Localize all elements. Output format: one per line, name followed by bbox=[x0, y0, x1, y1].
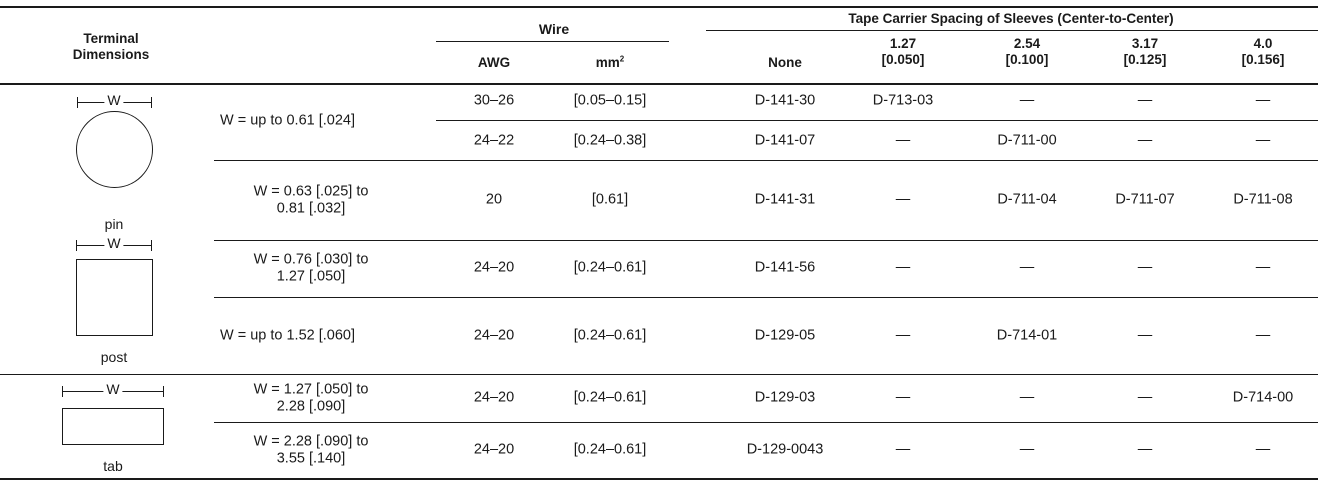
row2-rule bbox=[214, 160, 1318, 161]
row7-awg: 24–20 bbox=[473, 441, 515, 458]
row2-sleeve-3-17: — bbox=[1137, 132, 1153, 149]
tape-group-rule bbox=[706, 30, 1318, 31]
row2-sleeve-2-54: D-711-00 bbox=[997, 132, 1057, 149]
header-wire: Wire bbox=[538, 21, 570, 37]
row3-dimension: W = 0.63 [.025] to 0.81 [.032] bbox=[253, 183, 369, 216]
row3-sleeve-3-17: D-711-07 bbox=[1115, 191, 1175, 208]
row3-sleeve-1-27: — bbox=[895, 191, 911, 208]
row6-sleeve-4-0: D-714-00 bbox=[1232, 389, 1294, 406]
row4-sleeve-none: D-141-56 bbox=[754, 259, 816, 276]
header-terminal-dimensions: Terminal Dimensions bbox=[72, 31, 150, 62]
wire-group-rule bbox=[436, 41, 669, 42]
row7-sleeve-1-27: — bbox=[895, 441, 911, 458]
row4-mm: [0.24–0.61] bbox=[573, 259, 647, 276]
row4-sleeve-3-17: — bbox=[1137, 259, 1153, 276]
tab-label: tab bbox=[103, 458, 123, 474]
row3-awg: 20 bbox=[485, 191, 503, 208]
row3-rule bbox=[214, 240, 1318, 241]
row5-sleeve-4-0: — bbox=[1255, 327, 1271, 344]
row4-sleeve-4-0: — bbox=[1255, 259, 1271, 276]
row2-mm: [0.24–0.38] bbox=[573, 132, 647, 149]
row6-rule bbox=[214, 422, 1318, 423]
row2-sleeve-4-0: — bbox=[1255, 132, 1271, 149]
row7-mm: [0.24–0.61] bbox=[573, 441, 647, 458]
row4-dimension: W = 0.76 [.030] to 1.27 [.050] bbox=[253, 251, 369, 284]
row7-sleeve-4-0: — bbox=[1255, 441, 1271, 458]
row5-mm: [0.24–0.61] bbox=[573, 327, 647, 344]
header-rule bbox=[0, 83, 1318, 85]
row1-sleeve-4-0: — bbox=[1255, 92, 1271, 109]
row6-sleeve-3-17: — bbox=[1137, 389, 1153, 406]
row6-mm: [0.24–0.61] bbox=[573, 389, 647, 406]
row1-awg: 30–26 bbox=[473, 92, 515, 109]
row5-sleeve-1-27: — bbox=[895, 327, 911, 344]
pin-label: pin bbox=[104, 216, 124, 232]
header-spacing-2-54: 2.54 [0.100] bbox=[1005, 36, 1049, 67]
row5-sleeve-2-54: D-714-01 bbox=[996, 327, 1058, 344]
header-spacing-none: None bbox=[768, 55, 802, 70]
pin-width-dimension: W bbox=[77, 92, 152, 109]
row6-dimension: W = 1.27 [.050] to 2.28 [.090] bbox=[253, 381, 369, 414]
header-spacing-4-0: 4.0 [0.156] bbox=[1241, 36, 1285, 67]
row5-dimension: W = up to 1.52 [.060] bbox=[220, 327, 356, 344]
row5-awg: 24–20 bbox=[473, 327, 515, 344]
row3-sleeve-2-54: D-711-04 bbox=[997, 191, 1057, 208]
header-spacing-1-27: 1.27 [0.050] bbox=[881, 36, 925, 67]
row2-awg: 24–22 bbox=[473, 132, 515, 149]
row6-awg: 24–20 bbox=[473, 389, 515, 406]
row6-sleeve-1-27: — bbox=[895, 389, 911, 406]
top-rule bbox=[0, 6, 1318, 8]
row5-sleeve-none: D-129-05 bbox=[754, 327, 816, 344]
row7-sleeve-none: D-129-0043 bbox=[746, 441, 824, 458]
row4-awg: 24–20 bbox=[473, 259, 515, 276]
row2-sleeve-none: D-141-07 bbox=[754, 132, 816, 149]
post-width-dimension: W bbox=[76, 235, 152, 252]
tab-width-dimension: W bbox=[62, 381, 164, 398]
row6-sleeve-none: D-129-03 bbox=[754, 389, 816, 406]
row1-sleeve-3-17: — bbox=[1137, 92, 1153, 109]
row1-sleeve-none: D-141-30 bbox=[754, 92, 816, 109]
post-terminal-shape bbox=[76, 259, 153, 336]
row7-dimension: W = 2.28 [.090] to 3.55 [.140] bbox=[253, 433, 369, 466]
post-tab-rule bbox=[0, 374, 1318, 375]
row1-mm: [0.05–0.15] bbox=[573, 92, 647, 109]
row7-sleeve-2-54: — bbox=[1019, 441, 1035, 458]
header-spacing-3-17: 3.17 [0.125] bbox=[1123, 36, 1167, 67]
row2-sleeve-1-27: — bbox=[895, 132, 911, 149]
row4-sleeve-1-27: — bbox=[895, 259, 911, 276]
row6-sleeve-2-54: — bbox=[1019, 389, 1035, 406]
tab-terminal-shape bbox=[62, 408, 164, 445]
row1-dimension: W = up to 0.61 [.024] bbox=[220, 112, 356, 129]
post-label: post bbox=[100, 349, 128, 365]
header-tape-carrier-spacing: Tape Carrier Spacing of Sleeves (Center-… bbox=[848, 11, 1174, 26]
row7-sleeve-3-17: — bbox=[1137, 441, 1153, 458]
row1-sleeve-1-27: D-713-03 bbox=[872, 92, 934, 109]
row4-sleeve-2-54: — bbox=[1019, 259, 1035, 276]
row4-rule bbox=[214, 297, 1318, 298]
bottom-rule bbox=[0, 478, 1318, 480]
pin-terminal-shape bbox=[76, 111, 153, 188]
row3-sleeve-none: D-141-31 bbox=[754, 191, 816, 208]
header-mm2: mm2 bbox=[595, 54, 625, 70]
row3-sleeve-4-0: D-711-08 bbox=[1233, 191, 1293, 208]
row1-sleeve-2-54: — bbox=[1019, 92, 1035, 109]
row3-mm: [0.61] bbox=[591, 191, 629, 208]
row5-sleeve-3-17: — bbox=[1137, 327, 1153, 344]
row1-rule bbox=[436, 120, 1318, 121]
header-awg: AWG bbox=[477, 55, 511, 70]
